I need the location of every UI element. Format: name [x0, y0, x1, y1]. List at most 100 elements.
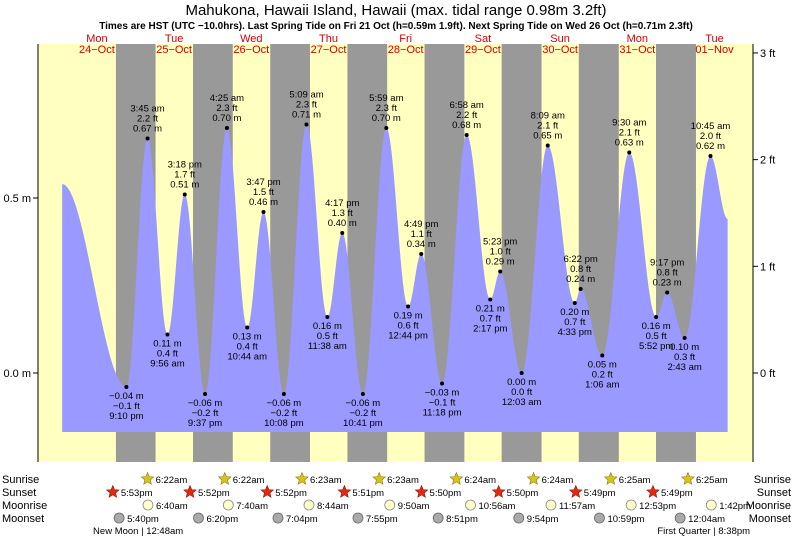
tide-high-time: 4:49 pm — [404, 219, 438, 230]
moonrise-icon — [303, 499, 315, 511]
tide-extreme-dot — [165, 332, 170, 337]
tide-low-time: 10:08 pm — [264, 418, 304, 429]
tide-low-ft: 0.7 ft — [480, 314, 501, 325]
moonrise-time: 9:50am — [398, 501, 430, 512]
tide-high-time: 5:23 pm — [483, 237, 517, 248]
tide-area — [62, 124, 728, 432]
moonrise-time: 12:53pm — [639, 501, 676, 512]
day-date: 26−Oct — [233, 44, 269, 56]
day-name: Fri — [399, 33, 412, 45]
day-date: 01−Nov — [695, 44, 734, 56]
tide-extreme-dot — [203, 392, 208, 396]
tide-low-time: 12:44 pm — [388, 331, 428, 342]
tide-high-ft: 1.7 ft — [174, 170, 195, 181]
tide-low-m: −0.04 m — [109, 391, 144, 402]
tide-high-m: 0.63 m — [615, 138, 644, 149]
tide-low-ft: 0.5 ft — [317, 331, 338, 342]
tide-extreme-dot — [665, 290, 670, 295]
moonset-icon — [594, 512, 605, 524]
tide-low-m: 0.20 m — [560, 307, 589, 318]
tide-high-time: 3:47 pm — [246, 177, 280, 188]
tide-low-time: 10:41 pm — [343, 418, 383, 429]
sunset-icon — [491, 484, 506, 498]
moonrise-time: 1:42pm — [719, 501, 751, 512]
tide-high-ft: 1.0 ft — [490, 247, 511, 258]
tide-high-ft: 0.8 ft — [657, 268, 678, 279]
day-date: 25−Oct — [156, 44, 192, 56]
tide-extreme-dot — [498, 269, 503, 274]
tide-extreme-dot — [325, 315, 330, 319]
tide-extreme-dot — [519, 371, 524, 375]
tide-extreme-dot — [464, 133, 469, 137]
tide-high-ft: 2.2 ft — [456, 110, 477, 121]
moonrise-icon — [705, 499, 717, 511]
tide-high-time: 5:09 am — [289, 90, 323, 101]
sunrise-icon — [449, 471, 464, 485]
tide-low-ft: −0.1 ft — [113, 401, 140, 412]
tide-low-time: 12:03 am — [502, 397, 542, 408]
tide-extreme-dot — [545, 143, 550, 148]
moonrise-icon — [384, 499, 396, 511]
tide-low-ft: 0.7 ft — [564, 317, 585, 328]
tide-high-m: 0.46 m — [249, 197, 278, 208]
tide-low-ft: −0.2 ft — [350, 408, 377, 419]
day-name: Sun — [550, 33, 570, 45]
sunset-time: 5:49pm — [661, 488, 693, 499]
tide-high-m: 0.70 m — [212, 113, 241, 124]
tide-low-ft: 0.0 ft — [511, 387, 532, 398]
sunset-time: 5:50pm — [507, 488, 539, 499]
tide-high-time: 6:58 am — [450, 100, 484, 111]
moon-phase-label: New Moon | 12:48am — [93, 526, 183, 537]
tide-low-m: −0.06 m — [346, 398, 381, 409]
sunset-icon — [646, 484, 660, 498]
tide-low-ft: 0.5 ft — [646, 331, 667, 342]
tide-high-m: 0.23 m — [653, 278, 682, 289]
tide-high-ft: 2.3 ft — [296, 100, 317, 111]
tide-extreme-dot — [406, 304, 411, 309]
tide-low-time: 9:37 pm — [188, 418, 222, 429]
sunset-time: 5:49pm — [584, 488, 616, 499]
tide-low-m: 0.16 m — [642, 321, 671, 332]
tide-high-ft: 2.2 ft — [137, 114, 158, 125]
tide-high-time: 4:25 am — [210, 93, 244, 104]
tide-low-time: 1:06 am — [585, 380, 619, 391]
tide-low-time: 2:17 pm — [473, 324, 507, 335]
sunrise-row-label-right: Sunrise — [754, 474, 791, 486]
sunset-icon — [260, 484, 275, 498]
tide-high-ft: 1.1 ft — [411, 229, 432, 240]
moonrise-icon — [465, 499, 476, 511]
tide-extreme-dot — [578, 287, 583, 291]
sunrise-time: 6:25am — [696, 475, 728, 486]
tide-low-ft: −0.2 ft — [192, 408, 219, 419]
tide-high-m: 0.70 m — [372, 113, 401, 124]
moonset-time: 12:04am — [688, 514, 725, 525]
sunset-time: 5:51pm — [352, 488, 384, 499]
tide-low-m: −0.06 m — [267, 398, 302, 409]
moonset-icon — [272, 512, 284, 524]
day-name: Wed — [240, 33, 262, 45]
tide-low-ft: 0.4 ft — [157, 349, 178, 360]
moonrise-time: 6:40am — [156, 501, 188, 512]
moonrise-icon — [625, 499, 637, 511]
sunset-time: 5:50pm — [430, 488, 462, 499]
tide-low-m: 0.11 m — [153, 339, 181, 350]
tide-high-m: 0.65 m — [533, 131, 562, 142]
sunrise-time: 6:25am — [619, 475, 651, 486]
tide-high-m: 0.29 m — [486, 257, 515, 268]
tide-high-ft: 1.5 ft — [253, 187, 274, 198]
sunrise-icon — [295, 471, 309, 485]
sunset-icon — [414, 484, 429, 498]
tide-high-ft: 2.3 ft — [376, 103, 397, 114]
left-axis-label: 0.0 m — [3, 368, 31, 380]
sunrise-icon — [217, 471, 232, 485]
moonset-icon — [352, 512, 364, 524]
sunrise-icon — [372, 471, 387, 485]
moonset-time: 6:20pm — [206, 514, 238, 525]
moonrise-time: 11:57am — [559, 501, 595, 512]
tide-high-time: 10:45 am — [691, 121, 731, 132]
sunrise-time: 6:22am — [156, 475, 188, 486]
right-axis-label: 0 ft — [760, 368, 775, 380]
sunrise-icon — [526, 471, 541, 485]
